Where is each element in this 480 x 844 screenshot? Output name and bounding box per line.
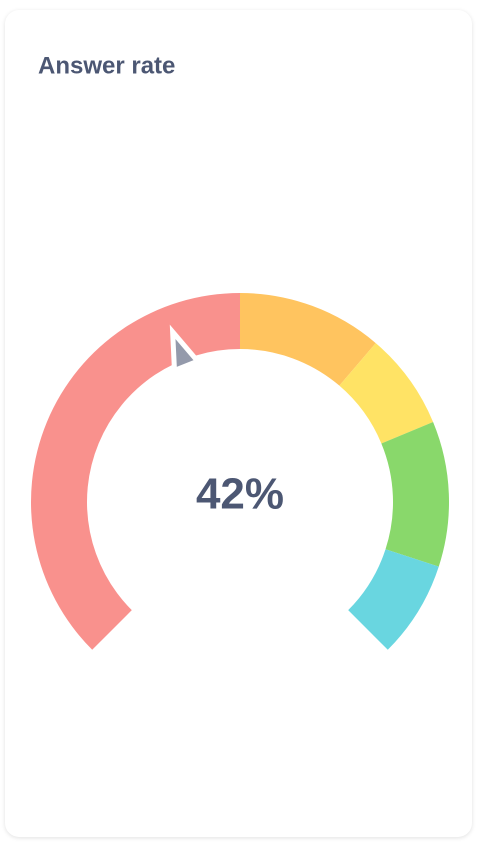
gauge-segment (339, 343, 434, 444)
gauge-segment (30, 293, 241, 650)
gauge (30, 293, 449, 650)
gauge-segment (381, 422, 449, 567)
chart-title: Answer rate (38, 52, 175, 79)
value-label: 42% (196, 470, 284, 519)
gauge-segment (348, 549, 439, 650)
needle (169, 324, 202, 375)
gauge-segment (240, 293, 376, 386)
